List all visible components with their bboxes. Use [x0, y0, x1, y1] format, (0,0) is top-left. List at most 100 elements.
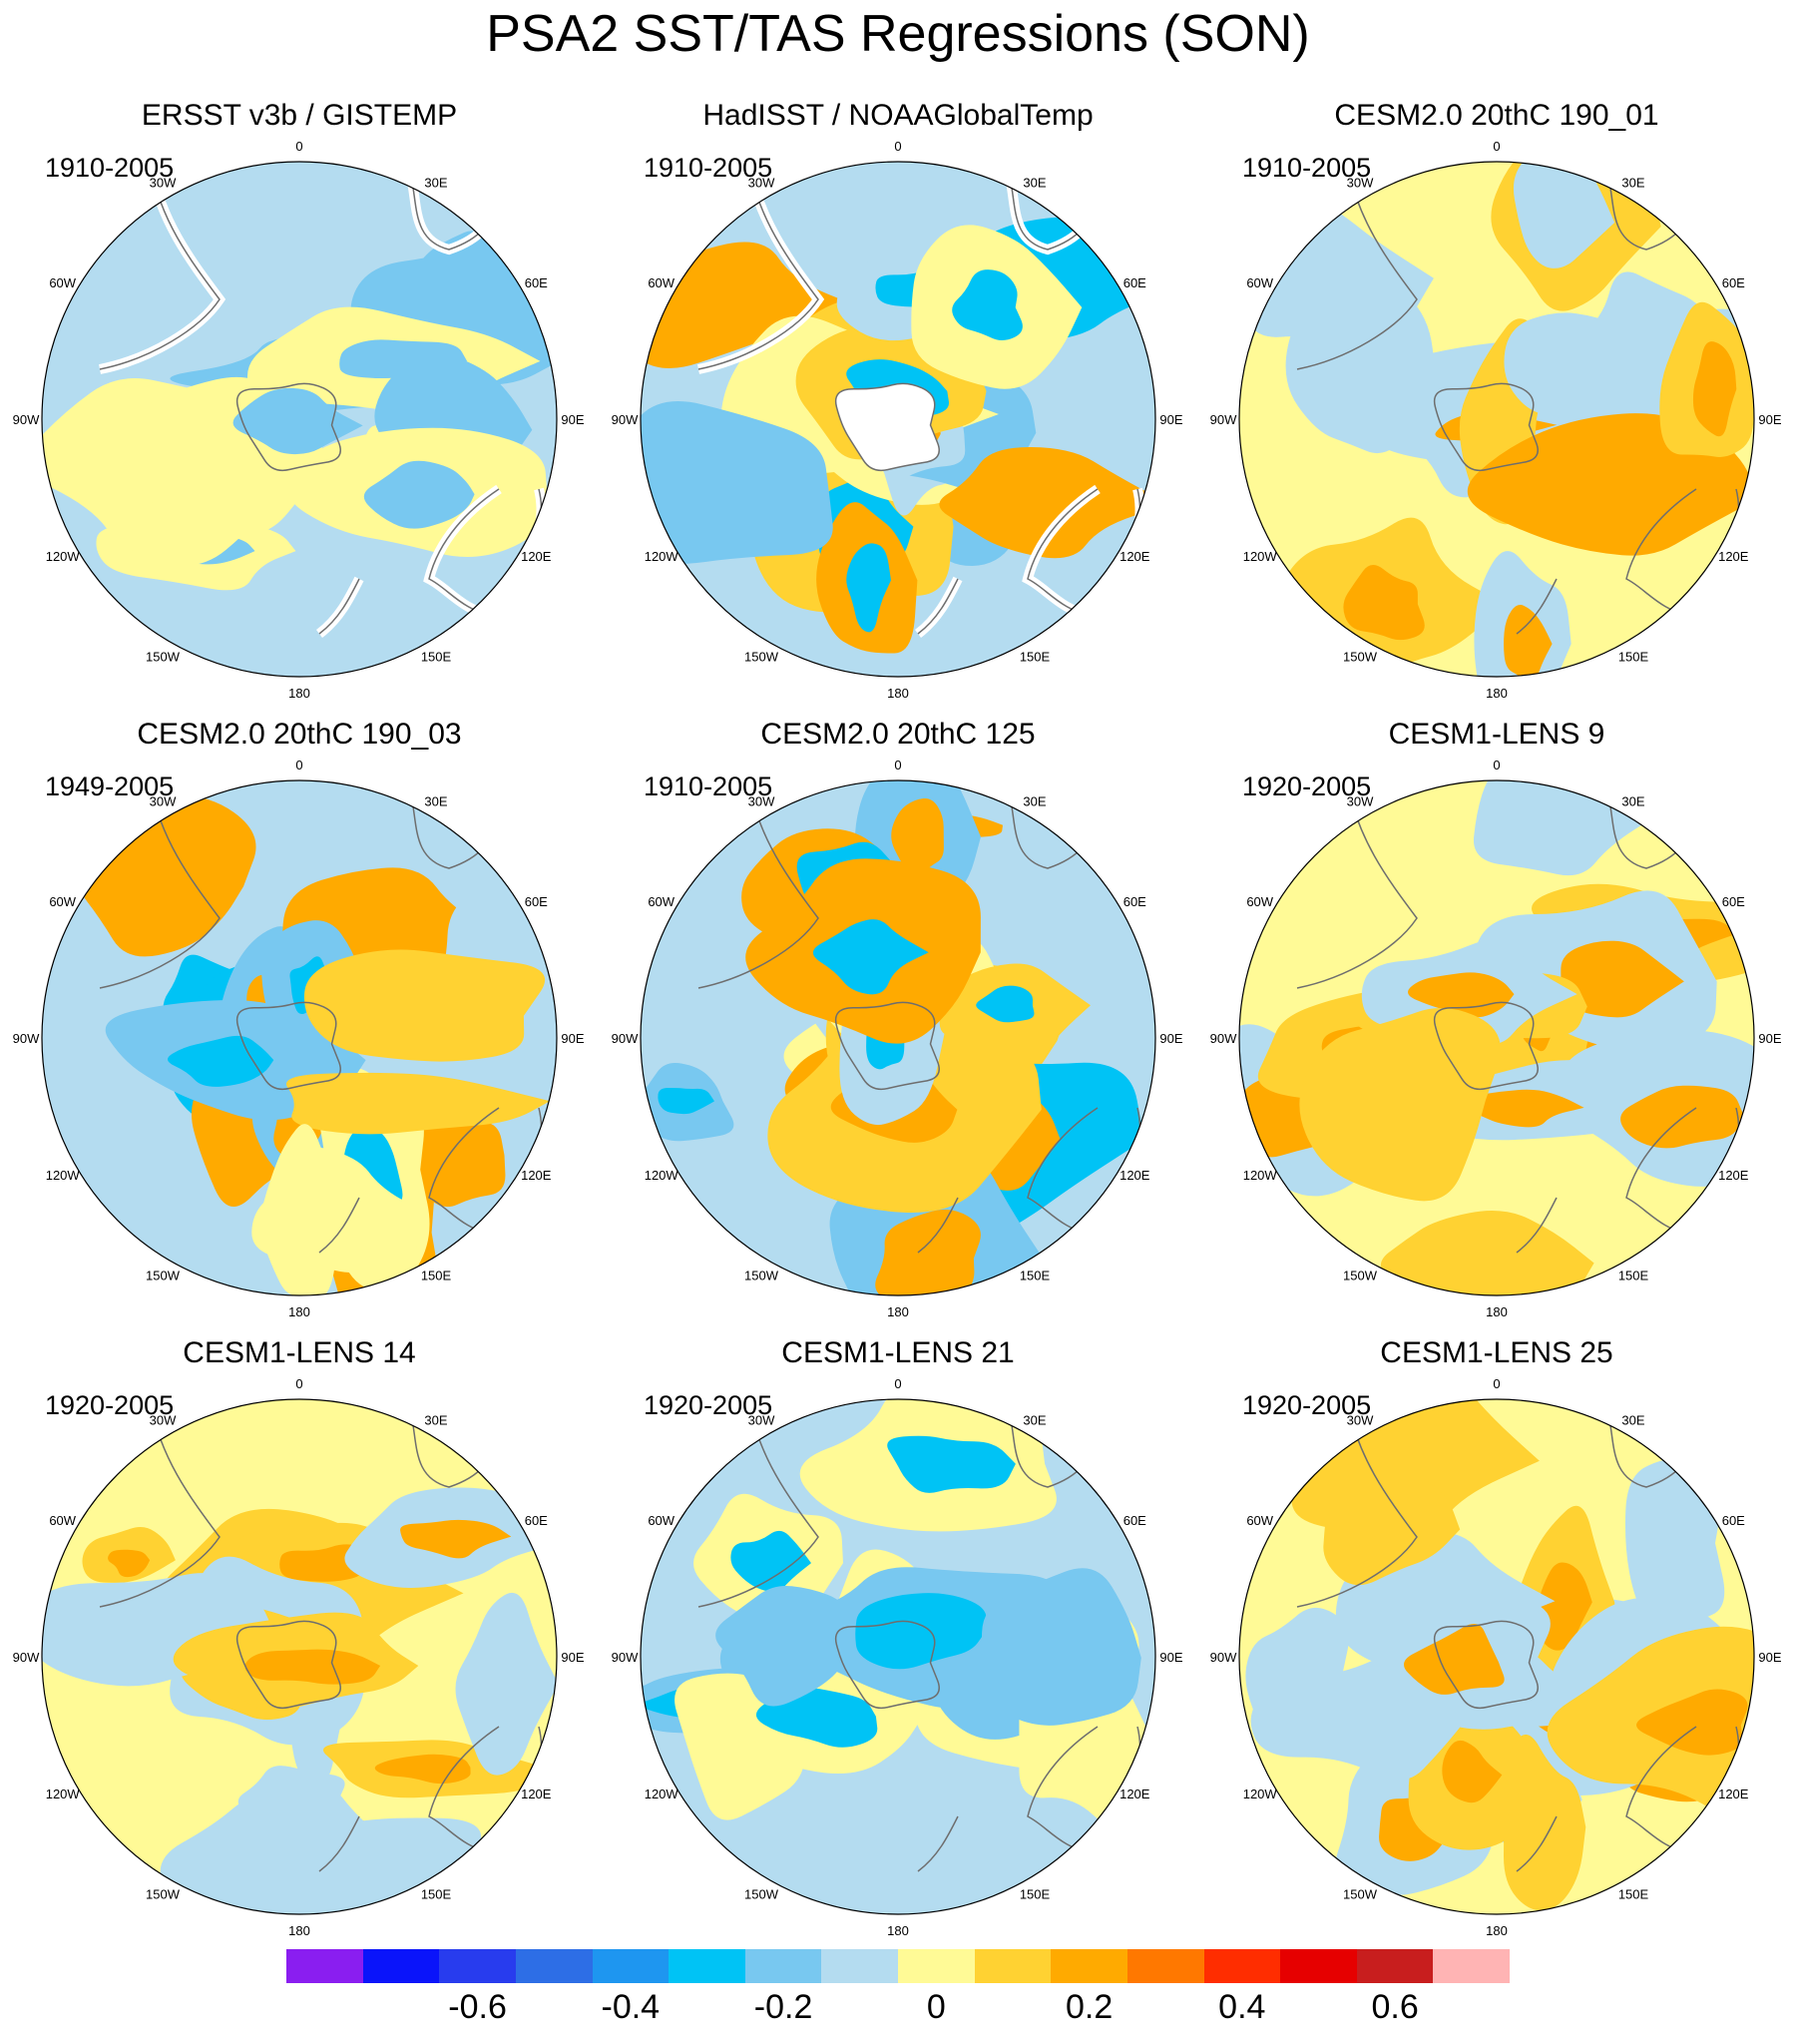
- longitude-label: 60E: [1722, 275, 1745, 290]
- anomaly-core: [730, 1530, 811, 1592]
- longitude-label: 60E: [1123, 1513, 1146, 1528]
- anomaly-core: [1692, 341, 1737, 437]
- panel-period: 1910-2005: [644, 153, 773, 183]
- anomaly-core: [1343, 565, 1425, 641]
- longitude-label: 120W: [645, 1787, 679, 1801]
- longitude-label: 180: [887, 1923, 909, 1938]
- coastline: [697, 162, 819, 370]
- antarctica-coastline: [235, 1001, 341, 1091]
- map-boundary: [41, 161, 558, 678]
- panel-period: 1910-2005: [45, 153, 175, 183]
- longitude-label: 120W: [46, 549, 81, 564]
- longitude-label: 90W: [612, 412, 639, 427]
- anomaly-core: [108, 1549, 151, 1578]
- longitude-label: 30W: [748, 1413, 775, 1428]
- longitude-label: 30W: [150, 1413, 177, 1428]
- colorbar-segment: [1126, 1949, 1204, 1983]
- longitude-label: 30W: [748, 794, 775, 809]
- longitude-label: 30W: [748, 176, 775, 191]
- longitude-label: 150W: [146, 649, 181, 664]
- colorbar-segment: [592, 1949, 670, 1983]
- colorbar-tick-label: 0.4: [1218, 1988, 1266, 2026]
- antarctica-landmask: [834, 382, 940, 472]
- longitude-label: 120E: [1120, 1787, 1150, 1801]
- anomaly-core: [976, 985, 1035, 1023]
- colorbar-segment: [898, 1949, 975, 1983]
- longitude-label: 180: [288, 686, 310, 701]
- panel-title: ERSST v3b / GISTEMP: [141, 99, 458, 132]
- map-boundary: [640, 161, 1156, 678]
- colorbar-segment: [286, 1949, 363, 1983]
- panel-title: CESM1-LENS 25: [1380, 1336, 1613, 1369]
- longitude-label: 180: [887, 686, 909, 701]
- antarctica-coastline: [1433, 1001, 1539, 1091]
- colorbar-segment: [1051, 1949, 1127, 1983]
- longitude-label: 30E: [1023, 1413, 1046, 1428]
- anomaly-contour: [1285, 285, 1437, 454]
- longitude-label: 120E: [1718, 1168, 1749, 1183]
- map-boundary: [640, 1398, 1156, 1915]
- longitude-label: 0: [295, 758, 302, 772]
- longitude-label: 120E: [521, 549, 552, 564]
- longitude-label: 60W: [49, 894, 76, 909]
- longitude-label: 120E: [521, 1168, 552, 1183]
- longitude-label: 120W: [46, 1168, 81, 1183]
- colorbar-segment: [515, 1949, 593, 1983]
- coastline: [697, 1399, 819, 1608]
- anomaly-contour: [981, 1568, 1141, 1726]
- anomaly-core: [658, 1087, 714, 1115]
- anomaly-core: [1561, 940, 1684, 1018]
- longitude-label: 150E: [1618, 649, 1649, 664]
- anomaly-core: [400, 1519, 512, 1559]
- longitude-label: 90W: [1210, 412, 1237, 427]
- anomaly-core: [846, 543, 891, 633]
- longitude-label: 150E: [1618, 1886, 1649, 1901]
- longitude-label: 30E: [424, 176, 447, 191]
- longitude-label: 120E: [1120, 1168, 1150, 1183]
- colorbar-segment: [669, 1949, 745, 1983]
- longitude-label: 120W: [1243, 1787, 1278, 1801]
- longitude-label: 60W: [648, 1513, 674, 1528]
- map-boundary: [1238, 779, 1755, 1296]
- polar-map: 0 30E 60E 90E 120E 150E 180 150W 120W 90W 60W 30W: [1210, 758, 1782, 1319]
- longitude-label: 90E: [1159, 412, 1182, 427]
- panel-period: 1920-2005: [1242, 1390, 1372, 1420]
- anomaly-contour: [1299, 1007, 1501, 1202]
- longitude-label: 90W: [612, 1031, 639, 1046]
- longitude-label: 60W: [1246, 894, 1273, 909]
- longitude-label: 150E: [421, 1268, 452, 1282]
- polar-map: 0 30E 60E 90E 120E 150E 180 150W 120W 90W 60W 30W: [13, 139, 585, 701]
- longitude-label: 30E: [424, 794, 447, 809]
- anomaly-core: [1537, 1562, 1592, 1651]
- longitude-label: 60E: [1722, 1513, 1745, 1528]
- panel-period: 1920-2005: [45, 1390, 175, 1420]
- anomaly-contour: [1624, 1459, 1725, 1639]
- polar-map: 0 30E 60E 90E 120E 150E 180 150W 120W 90W 60W 30W: [13, 758, 585, 1319]
- coastline: [917, 578, 959, 635]
- longitude-label: 60E: [1123, 275, 1146, 290]
- coastline: [1516, 1815, 1558, 1872]
- longitude-label: 150W: [1343, 649, 1378, 664]
- longitude-label: 30W: [1347, 1413, 1374, 1428]
- longitude-label: 0: [894, 139, 901, 154]
- coastline: [318, 1815, 360, 1872]
- longitude-label: 0: [1493, 1376, 1500, 1391]
- longitude-label: 120W: [1243, 549, 1278, 564]
- anomaly-core: [952, 269, 1023, 340]
- panel-title: HadISST / NOAAGlobalTemp: [702, 99, 1094, 132]
- polar-map: 0 30E 60E 90E 120E 150E 180 150W 120W 90W 60W 30W: [612, 1376, 1183, 1938]
- anomaly-core: [855, 1593, 987, 1670]
- anomaly-core: [167, 1035, 274, 1087]
- colorbar-segment: [1280, 1949, 1357, 1983]
- panel-period: 1920-2005: [644, 1390, 773, 1420]
- colorbar-segment: [1356, 1949, 1434, 1983]
- antarctica-coastline: [235, 1620, 341, 1710]
- colorbar-segment: [974, 1949, 1052, 1983]
- longitude-label: 90W: [13, 412, 40, 427]
- longitude-label: 150W: [744, 1268, 779, 1282]
- anomaly-core: [1636, 1689, 1748, 1756]
- anomaly-core: [1620, 1085, 1743, 1149]
- longitude-label: 30E: [1023, 794, 1046, 809]
- anomaly-core: [244, 1649, 381, 1685]
- colorbar-segment: [821, 1949, 898, 1983]
